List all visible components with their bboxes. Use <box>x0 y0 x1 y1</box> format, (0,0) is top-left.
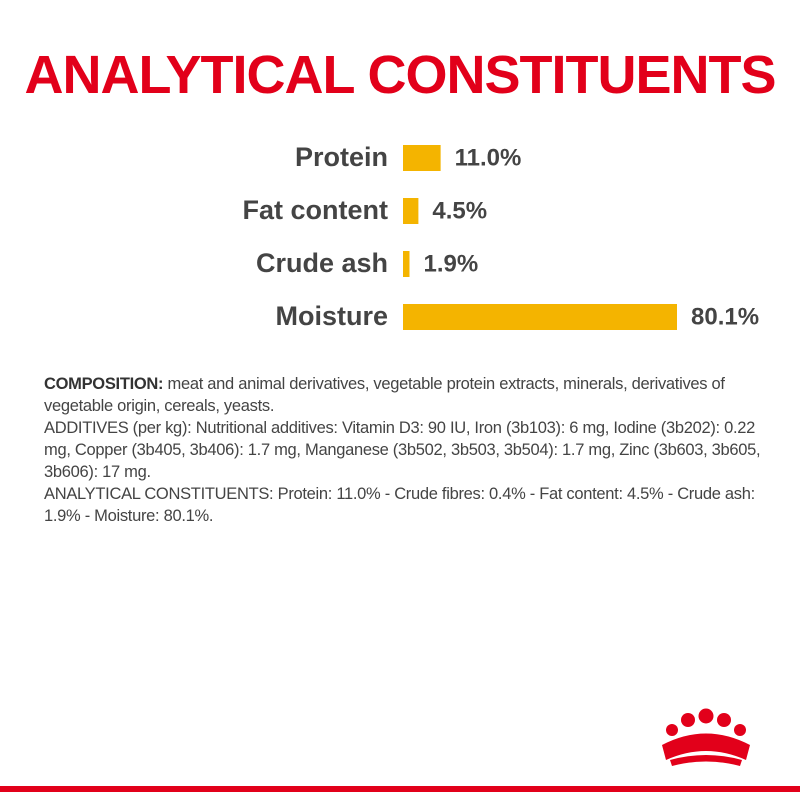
bar <box>403 198 419 224</box>
category-label: Crude ash <box>256 248 388 278</box>
brand-logo <box>662 708 750 766</box>
composition-text: meat and animal derivatives, vegetable p… <box>44 375 725 415</box>
category-label: Fat content <box>243 195 389 225</box>
value-label: 80.1% <box>691 303 759 330</box>
value-label: 4.5% <box>432 197 487 224</box>
analytical: ANALYTICAL CONSTITUENTS: Protein: 11.0% … <box>44 485 755 525</box>
bar <box>403 145 441 171</box>
composition-line: COMPOSITION: meat and animal derivatives… <box>44 373 768 417</box>
composition-label: COMPOSITION: <box>44 375 164 393</box>
value-label: 1.9% <box>423 250 478 277</box>
chart-title: ANALYTICAL CONSTITUENTS <box>24 45 775 105</box>
additives: ADDITIVES (per kg): Nutritional additive… <box>44 419 761 481</box>
bar <box>403 304 677 330</box>
category-label: Moisture <box>275 301 388 331</box>
value-label: 11.0% <box>455 144 522 171</box>
footer-band <box>0 786 800 792</box>
composition: COMPOSITION: meat and animal derivatives… <box>44 373 768 527</box>
bar <box>403 251 410 277</box>
category-label: Protein <box>295 142 388 172</box>
